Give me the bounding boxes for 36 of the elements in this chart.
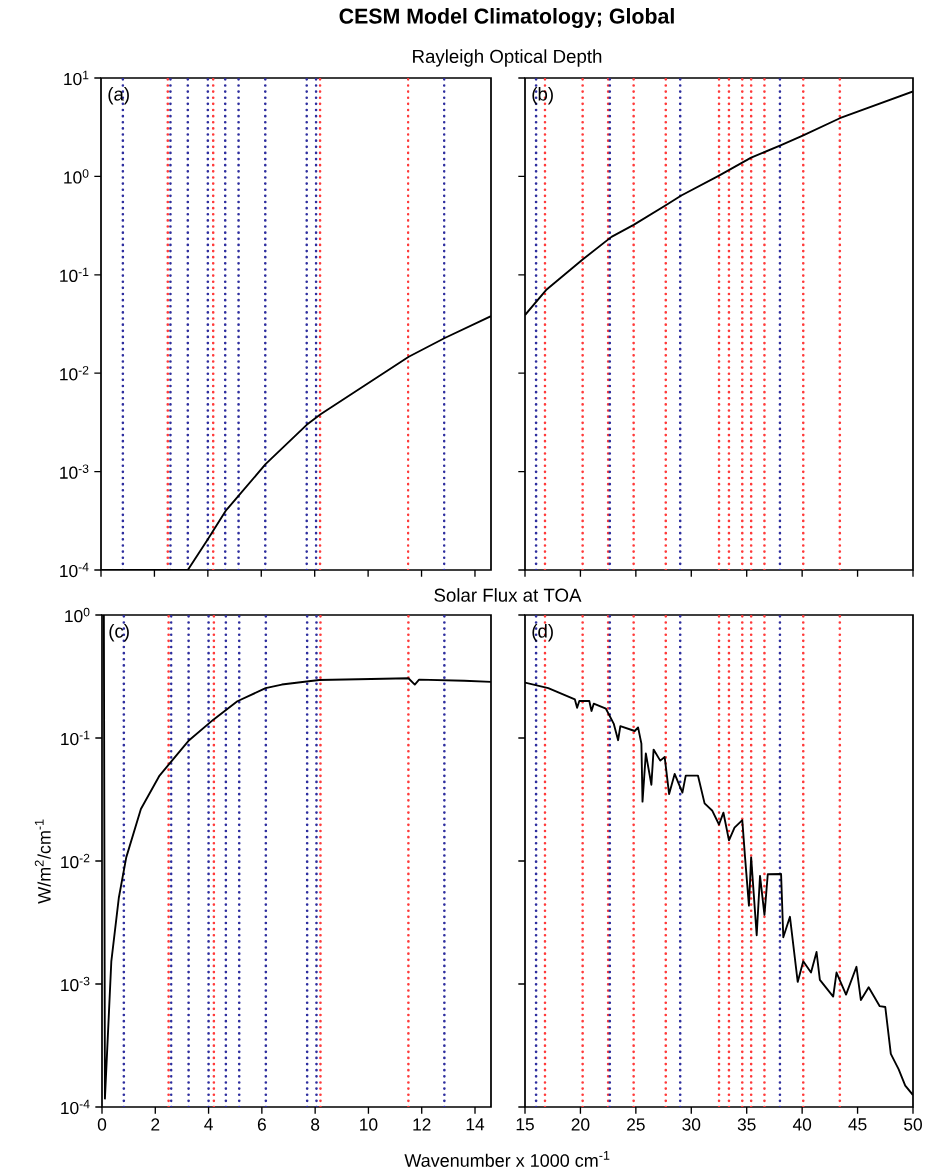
annotation: (a) <box>108 86 129 105</box>
x-tick-label: 2 <box>151 1118 160 1131</box>
x-tick-label: 14 <box>466 1118 485 1131</box>
x-tick-label: 15 <box>516 1118 534 1131</box>
x-tick-label: 25 <box>627 1118 645 1131</box>
chart-title: CESM Model Climatology; Global <box>339 8 674 28</box>
x-tick-label: 50 <box>904 1118 922 1131</box>
y-tick-label: 10$^{1}$ <box>64 70 89 86</box>
x-tick-label: 10 <box>360 1118 378 1131</box>
x-tick-label: 4 <box>204 1118 213 1131</box>
x-tick-label: 40 <box>792 1118 812 1131</box>
y-tick-label: 10$^{-4}$ <box>61 1099 90 1115</box>
chart-subtitle: Rayleigh Optical Depth <box>413 49 602 67</box>
x-tick-label: 20 <box>571 1118 590 1131</box>
annotation: (d) <box>532 623 553 642</box>
y-tick-label: 10$^{0}$ <box>65 607 90 623</box>
annotation: (c) <box>109 623 129 642</box>
y-tick-label: 10$^{0}$ <box>64 169 89 184</box>
y-tick-label: 10$^{-2}$ <box>61 853 90 869</box>
x-axis-title: Wavenumber x 1000 cm$^{-1}$ <box>404 1151 610 1167</box>
y-tick-label: 10$^{-3}$ <box>60 464 89 479</box>
y-tick-label: 10$^{-1}$ <box>61 730 90 746</box>
x-tick-label: 6 <box>257 1118 266 1131</box>
annotation: (b) <box>532 86 553 105</box>
y-axis-title: W/m$^{2}$/cm$^{-1}$ <box>34 819 51 904</box>
chart-subtitle: Solar Flux at TOA <box>434 588 582 602</box>
y-tick-label: 10$^{-4}$ <box>60 562 89 578</box>
y-tick-label: 10$^{-3}$ <box>61 976 90 992</box>
x-tick-label: 8 <box>311 1118 320 1131</box>
x-tick-label: 12 <box>413 1118 431 1131</box>
y-tick-label: 10$^{-2}$ <box>60 365 89 381</box>
x-tick-label: 35 <box>737 1118 756 1131</box>
x-tick-label: 0 <box>97 1118 107 1131</box>
x-tick-label: 45 <box>848 1118 867 1131</box>
y-tick-label: 10$^{-1}$ <box>60 267 89 282</box>
x-tick-label: 30 <box>682 1118 701 1131</box>
